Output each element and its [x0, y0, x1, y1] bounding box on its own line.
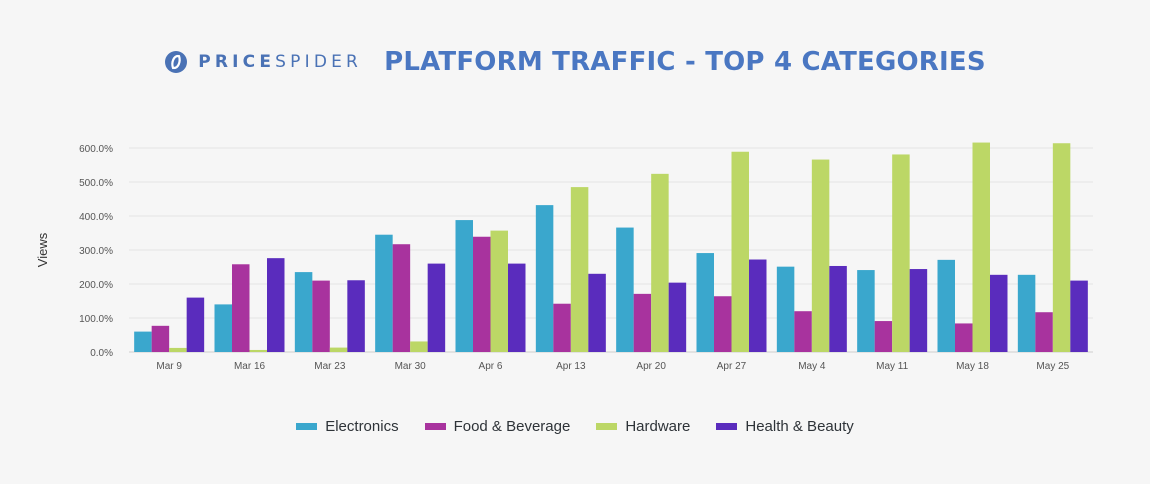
bar [1017, 274, 1036, 352]
x-tick-label: Apr 20 [636, 361, 666, 372]
bar [811, 159, 830, 352]
legend-item: Hardware [596, 418, 690, 435]
y-tick-label: 400.0% [79, 212, 113, 223]
y-axis-label: Views [35, 232, 50, 267]
bar [347, 280, 365, 352]
x-tick-label: Mar 30 [395, 361, 427, 372]
bar [294, 272, 313, 352]
bar [267, 258, 285, 352]
bar [909, 269, 928, 352]
bar [616, 227, 634, 352]
legend-label: Hardware [625, 418, 691, 435]
y-tick-label: 0.0% [90, 348, 113, 359]
bar [410, 341, 428, 352]
x-tick-label: May 18 [956, 361, 989, 372]
bar [134, 331, 152, 352]
logo-wordmark-price: PRICE [198, 52, 276, 72]
x-tick-label: Apr 13 [556, 361, 586, 372]
bar [151, 325, 170, 352]
x-tick-label: May 4 [798, 361, 826, 372]
bar [455, 220, 473, 352]
x-tick-label: Mar 16 [234, 361, 266, 372]
y-tick-label: 200.0% [79, 280, 113, 291]
bar [731, 151, 749, 352]
x-tick-label: Mar 9 [156, 361, 182, 372]
y-tick-label: 500.0% [79, 178, 113, 189]
bar [633, 293, 652, 352]
bar [214, 304, 232, 352]
legend-swatch [296, 423, 318, 430]
bar [588, 273, 606, 352]
bar [1052, 143, 1071, 352]
bar [714, 296, 732, 352]
header: PRICESPIDER PLATFORM TRAFFIC - TOP 4 CAT… [0, 40, 1150, 84]
bar [392, 244, 411, 352]
bar [794, 311, 812, 352]
legend-item: Health & Beauty [716, 418, 854, 435]
bar [232, 264, 250, 352]
pricespider-logo-icon [165, 51, 188, 73]
pricespider-logo: PRICESPIDER [164, 50, 362, 74]
bar [955, 323, 973, 352]
bar [1070, 280, 1088, 352]
bar [749, 259, 767, 352]
bar [776, 266, 795, 352]
legend-swatch [424, 423, 446, 430]
bar [696, 253, 714, 352]
bar [892, 154, 910, 352]
chart-legend: Electronics Food & Beverage Hardware Health… [0, 418, 1150, 435]
bar [375, 234, 393, 352]
y-tick-label: 600.0% [79, 144, 113, 155]
legend-swatch [596, 423, 618, 430]
bar [990, 274, 1008, 352]
legend-swatch [716, 423, 738, 430]
bar [651, 173, 669, 352]
legend-item: Food & Beverage [424, 418, 571, 435]
legend-label: Food & Beverage [453, 418, 571, 435]
chart-title: PLATFORM TRAFFIC - TOP 4 CATEGORIES [384, 47, 986, 77]
bar [668, 282, 687, 352]
x-tick-label: May 11 [876, 361, 908, 372]
bar [249, 349, 267, 352]
logo-wordmark-spider: SPIDER [275, 52, 363, 72]
x-tick-label: Apr 27 [717, 361, 747, 372]
bar [874, 321, 893, 352]
legend-label: Electronics [325, 418, 399, 435]
bar [427, 263, 446, 352]
bar [186, 297, 205, 352]
logo-wordmark: PRICESPIDER [198, 52, 362, 72]
bar [473, 236, 491, 352]
bar [535, 205, 554, 352]
x-tick-label: May 25 [1036, 361, 1069, 372]
bar [829, 265, 847, 352]
bar [972, 142, 990, 352]
y-tick-label: 300.0% [79, 246, 113, 257]
y-tick-label: 100.0% [79, 314, 113, 325]
bar [937, 259, 955, 352]
x-tick-label: Mar 23 [314, 361, 346, 372]
bar [1035, 312, 1053, 352]
bar [312, 280, 330, 352]
bar [329, 347, 348, 352]
x-tick-label: Apr 6 [479, 361, 503, 372]
legend-label: Health & Beauty [745, 418, 854, 435]
bar [553, 303, 571, 352]
bar [169, 347, 187, 352]
bar [508, 263, 526, 352]
bar [570, 187, 589, 352]
legend-item: Electronics [296, 418, 399, 435]
bar [490, 230, 508, 352]
bar [857, 270, 875, 352]
